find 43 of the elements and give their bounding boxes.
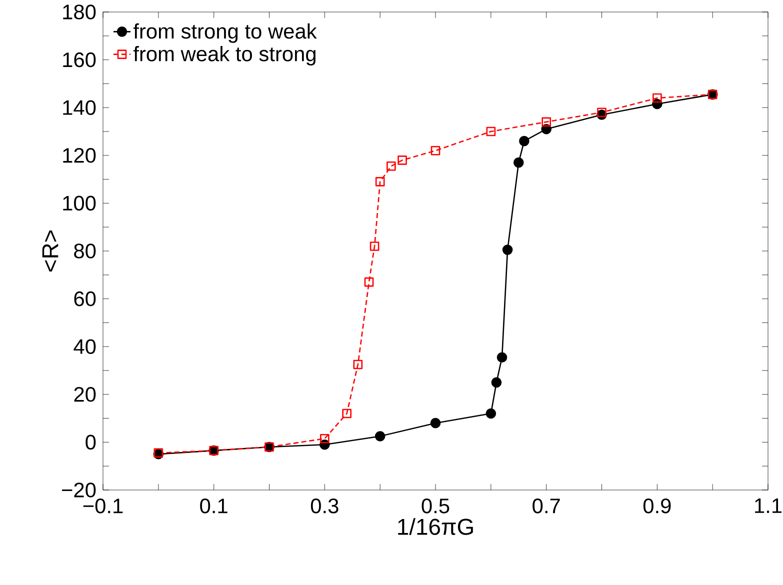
y-tick-label: 80 — [74, 244, 96, 258]
y-tick-label: 20 — [74, 386, 96, 402]
point — [486, 126, 496, 136]
y-tick-label: −20 — [62, 482, 96, 498]
point — [353, 360, 363, 370]
y-tick-label: 120 — [63, 148, 96, 163]
y-tick-label: 100 — [63, 196, 96, 211]
point — [320, 434, 330, 444]
point — [430, 418, 441, 428]
x-tick-label: 1.1 — [755, 498, 782, 513]
x-tick-label: 0.1 — [200, 498, 228, 514]
point — [496, 352, 508, 362]
point — [652, 93, 662, 103]
y-tick-label: 60 — [74, 291, 96, 306]
y-axis-title: <R> — [42, 230, 58, 272]
y-tick-label: 180 — [63, 4, 96, 20]
point — [430, 146, 440, 156]
point — [502, 244, 513, 255]
y-tick-label: 40 — [74, 339, 96, 354]
y-tick-label: 0 — [86, 434, 96, 450]
y-tick-label: 140 — [63, 100, 96, 115]
legend-label: from weak to strong — [133, 46, 316, 66]
x-tick-label: −0.1 — [83, 498, 123, 514]
point — [519, 136, 530, 146]
x-tick-label: 0.7 — [532, 498, 560, 514]
point — [542, 117, 551, 127]
x-tick-label: 0.5 — [422, 498, 450, 514]
point — [374, 431, 386, 442]
point — [597, 108, 606, 118]
x-tick-label: 0.9 — [643, 498, 671, 514]
y-tick-label: 160 — [63, 52, 96, 68]
point — [342, 408, 352, 418]
point — [375, 177, 385, 186]
point — [491, 377, 502, 388]
point — [364, 277, 374, 287]
point — [370, 242, 380, 251]
x-tick-label: 0.3 — [310, 498, 338, 514]
point — [513, 157, 524, 168]
x-axis-title: 1/16πG — [398, 518, 473, 535]
point — [386, 162, 396, 171]
point — [486, 408, 496, 419]
point — [398, 156, 407, 165]
legend-label: from strong to weak — [133, 23, 317, 43]
